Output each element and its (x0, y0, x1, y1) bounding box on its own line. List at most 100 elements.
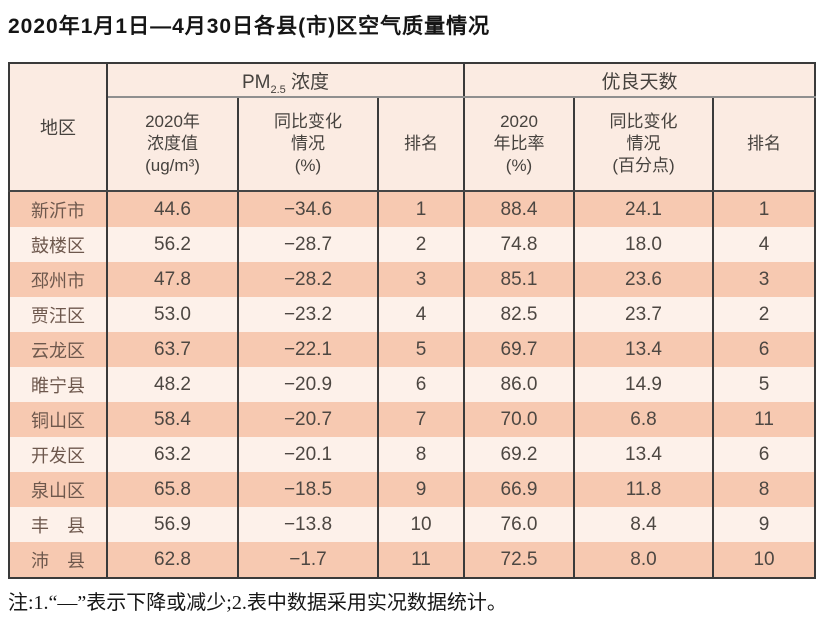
table-row: 邳州市 47.8 −28.2 3 85.1 23.6 3 (8, 262, 817, 297)
region-column-header: 地区 (8, 63, 108, 192)
good-rank-cell: 10 (712, 542, 817, 578)
pm-value-cell: 53.0 (106, 297, 239, 332)
good-rate-cell: 72.5 (463, 542, 576, 578)
pm-change-cell: −20.7 (237, 402, 379, 437)
good-rank-cell: 5 (712, 367, 817, 402)
region-cell: 开发区 (8, 437, 108, 472)
col-header-pm-change: 同比变化 情况 (%) (237, 97, 379, 192)
good-change-cell: 13.4 (573, 332, 715, 367)
pm-rank-cell: 8 (376, 437, 466, 472)
good-rate-cell: 74.8 (463, 227, 576, 262)
good-change-cell: 23.6 (573, 262, 715, 297)
pm-change-cell: −20.1 (237, 437, 379, 472)
table-header: 地区 PM2.5 浓度 优良天数 2020年 浓度值 (ug/m³) 同比变化 … (8, 63, 817, 192)
pm-value-cell: 63.7 (106, 332, 239, 367)
pm-change-cell: −28.2 (237, 262, 379, 297)
good-days-group-header: 优良天数 (463, 63, 817, 98)
pm-rank-cell: 11 (376, 542, 466, 578)
pm-value-cell: 65.8 (106, 472, 239, 507)
pm-label-subscript: 2.5 (270, 83, 286, 96)
col-header-good-rank: 排名 (712, 97, 817, 192)
good-rate-cell: 88.4 (463, 191, 576, 227)
good-change-cell: 11.8 (573, 472, 715, 507)
pm-change-cell: −13.8 (237, 507, 379, 542)
good-change-cell: 14.9 (573, 367, 715, 402)
pm-rank-cell: 7 (376, 402, 466, 437)
pm-value-cell: 62.8 (106, 542, 239, 578)
good-change-cell: 18.0 (573, 227, 715, 262)
region-cell: 新沂市 (8, 191, 108, 227)
pm-value-cell: 47.8 (106, 262, 239, 297)
good-rank-cell: 11 (712, 402, 817, 437)
pm-rank-cell: 6 (376, 367, 466, 402)
table-row: 贾汪区 53.0 −23.2 4 82.5 23.7 2 (8, 297, 817, 332)
pm-rank-cell: 2 (376, 227, 466, 262)
region-cell: 云龙区 (8, 332, 108, 367)
pm-change-cell: −1.7 (237, 542, 379, 578)
good-change-cell: 13.4 (573, 437, 715, 472)
pm-change-cell: −34.6 (237, 191, 379, 227)
good-change-cell: 24.1 (573, 191, 715, 227)
pm-value-cell: 48.2 (106, 367, 239, 402)
pm-change-cell: −28.7 (237, 227, 379, 262)
good-change-cell: 6.8 (573, 402, 715, 437)
pm-rank-cell: 5 (376, 332, 466, 367)
footnote: 注:1.“—”表示下降或减少;2.表中数据采用实况数据统计。 (8, 592, 507, 614)
good-rate-cell: 82.5 (463, 297, 576, 332)
pm-rank-cell: 10 (376, 507, 466, 542)
pm-rank-cell: 4 (376, 297, 466, 332)
table-row: 沛 县 62.8 −1.7 11 72.5 8.0 10 (8, 542, 817, 578)
col-header-good-rate: 2020 年比率 (%) (463, 97, 576, 192)
good-change-cell: 8.0 (573, 542, 715, 578)
pm-rank-cell: 1 (376, 191, 466, 227)
table-row: 开发区 63.2 −20.1 8 69.2 13.4 6 (8, 437, 817, 472)
good-change-cell: 8.4 (573, 507, 715, 542)
good-rate-cell: 69.2 (463, 437, 576, 472)
good-rate-cell: 69.7 (463, 332, 576, 367)
table-row: 云龙区 63.7 −22.1 5 69.7 13.4 6 (8, 332, 817, 367)
pm-label-prefix: PM (241, 71, 271, 93)
good-rank-cell: 3 (712, 262, 817, 297)
good-rank-cell: 6 (712, 437, 817, 472)
pm-change-cell: −22.1 (237, 332, 379, 367)
good-rank-cell: 9 (712, 507, 817, 542)
col-header-pm-rank: 排名 (376, 97, 466, 192)
region-cell: 泉山区 (8, 472, 108, 507)
region-cell: 铜山区 (8, 402, 108, 437)
pm-rank-cell: 9 (376, 472, 466, 507)
pm-value-cell: 63.2 (106, 437, 239, 472)
pm-value-cell: 44.6 (106, 191, 239, 227)
good-rate-cell: 86.0 (463, 367, 576, 402)
region-cell: 邳州市 (8, 262, 108, 297)
col-header-good-change: 同比变化 情况 (百分点) (573, 97, 715, 192)
good-rank-cell: 2 (712, 297, 817, 332)
group-header-row: 地区 PM2.5 浓度 优良天数 (8, 63, 817, 192)
good-rate-cell: 76.0 (463, 507, 576, 542)
pm-change-cell: −18.5 (237, 472, 379, 507)
page-title: 2020年1月1日—4月30日各县(市)区空气质量情况 (8, 15, 491, 38)
region-cell: 鼓楼区 (8, 227, 108, 262)
table-row: 丰 县 56.9 −13.8 10 76.0 8.4 9 (8, 507, 817, 542)
good-rate-cell: 70.0 (463, 402, 576, 437)
table-row: 睢宁县 48.2 −20.9 6 86.0 14.9 5 (8, 367, 817, 402)
pm-change-cell: −20.9 (237, 367, 379, 402)
pm25-group-header: PM2.5 浓度 (105, 63, 466, 98)
good-rank-cell: 6 (712, 332, 817, 367)
good-change-cell: 23.7 (573, 297, 715, 332)
table-row: 新沂市 44.6 −34.6 1 88.4 24.1 1 (8, 191, 817, 227)
region-cell: 贾汪区 (8, 297, 108, 332)
air-quality-table: 地区 PM2.5 浓度 优良天数 2020年 浓度值 (ug/m³) 同比变化 … (8, 62, 817, 579)
table-row: 泉山区 65.8 −18.5 9 66.9 11.8 8 (8, 472, 817, 507)
region-cell: 睢宁县 (8, 367, 108, 402)
pm-change-cell: −23.2 (237, 297, 379, 332)
good-rank-cell: 8 (712, 472, 817, 507)
region-cell: 丰 县 (8, 507, 108, 542)
table-body: 新沂市 44.6 −34.6 1 88.4 24.1 1 鼓楼区 56.2 −2… (8, 191, 817, 578)
region-cell: 沛 县 (8, 542, 108, 578)
pm-rank-cell: 3 (376, 262, 466, 297)
pm-value-cell: 56.2 (106, 227, 239, 262)
table-row: 鼓楼区 56.2 −28.7 2 74.8 18.0 4 (8, 227, 817, 262)
good-rate-cell: 66.9 (463, 472, 576, 507)
pm-label-suffix: 浓度 (285, 71, 330, 93)
